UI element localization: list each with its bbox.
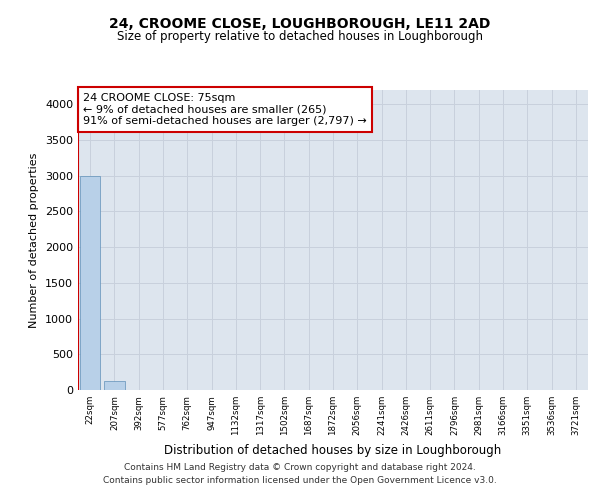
Y-axis label: Number of detached properties: Number of detached properties bbox=[29, 152, 40, 328]
Text: Contains HM Land Registry data © Crown copyright and database right 2024.: Contains HM Land Registry data © Crown c… bbox=[124, 464, 476, 472]
Text: 24 CROOME CLOSE: 75sqm
← 9% of detached houses are smaller (265)
91% of semi-det: 24 CROOME CLOSE: 75sqm ← 9% of detached … bbox=[83, 93, 367, 126]
Bar bbox=[104, 382, 125, 390]
Text: 24, CROOME CLOSE, LOUGHBOROUGH, LE11 2AD: 24, CROOME CLOSE, LOUGHBOROUGH, LE11 2AD bbox=[109, 18, 491, 32]
Bar bbox=[80, 176, 100, 390]
Text: Contains public sector information licensed under the Open Government Licence v3: Contains public sector information licen… bbox=[103, 476, 497, 485]
X-axis label: Distribution of detached houses by size in Loughborough: Distribution of detached houses by size … bbox=[164, 444, 502, 456]
Text: Size of property relative to detached houses in Loughborough: Size of property relative to detached ho… bbox=[117, 30, 483, 43]
